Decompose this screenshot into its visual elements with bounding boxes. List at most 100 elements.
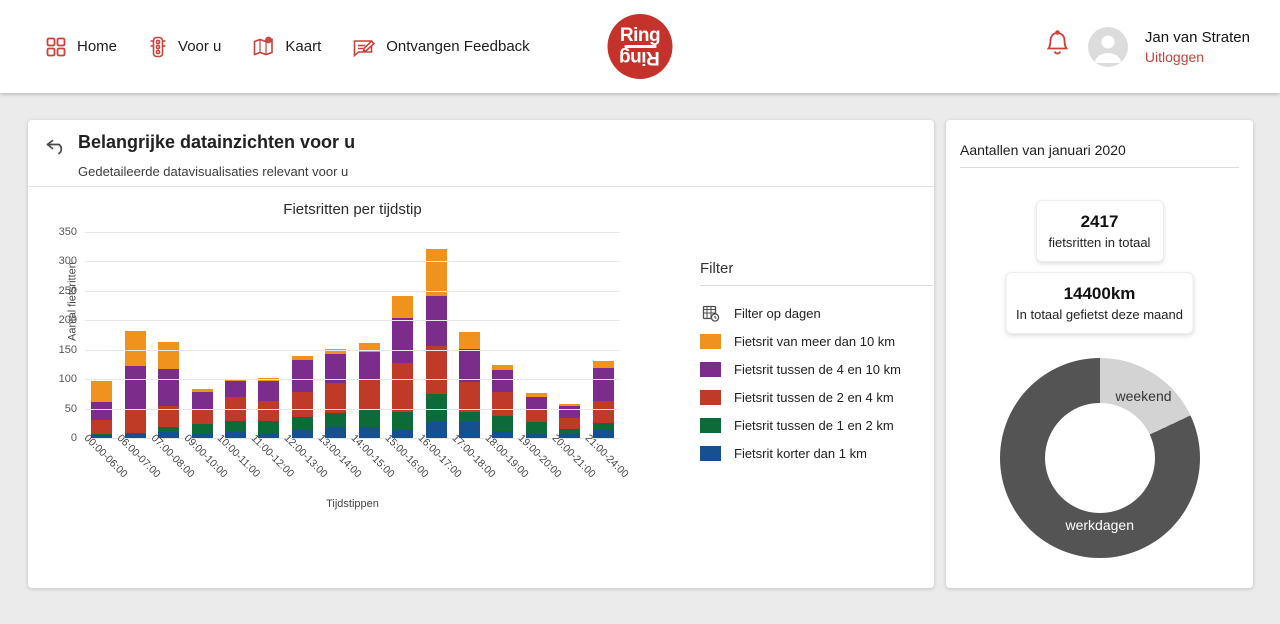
bar-segment[interactable]	[325, 427, 347, 438]
bar-segment[interactable]	[224, 432, 246, 438]
bar-segment[interactable]	[258, 432, 280, 438]
bar-segment[interactable]	[158, 432, 180, 438]
bar-segment[interactable]	[191, 432, 213, 438]
bar-segment[interactable]	[358, 379, 380, 411]
bar-segment[interactable]	[191, 391, 213, 409]
bar-segment[interactable]	[124, 409, 146, 433]
bar-segment[interactable]	[559, 429, 581, 434]
bar-segment[interactable]	[592, 367, 614, 401]
bar-segment[interactable]	[258, 400, 280, 421]
bar-segment[interactable]	[525, 422, 547, 435]
bar-segment[interactable]	[425, 248, 447, 297]
bar-segment[interactable]	[124, 432, 146, 434]
bar-segment[interactable]	[559, 405, 581, 419]
bar-segment[interactable]	[392, 295, 414, 318]
bar-segment[interactable]	[592, 360, 614, 368]
bar-segment[interactable]	[492, 365, 514, 371]
bell-icon[interactable]	[1044, 29, 1071, 64]
bar-segment[interactable]	[358, 351, 380, 380]
bar-segment[interactable]	[492, 416, 514, 431]
bar-segment[interactable]	[492, 430, 514, 438]
bar-segment[interactable]	[325, 383, 347, 413]
bar-segment[interactable]	[91, 433, 113, 436]
bar-segment[interactable]	[91, 435, 113, 438]
bar-segment[interactable]	[592, 423, 614, 430]
bar-segment[interactable]	[559, 433, 581, 438]
bar-segment[interactable]	[325, 354, 347, 384]
y-tick-label: 100	[58, 373, 77, 386]
donut-chart[interactable]: weekend werkdagen	[999, 358, 1200, 558]
bar-segment[interactable]	[592, 429, 614, 438]
legend-item[interactable]: Fietsrit tussen de 4 en 10 km	[700, 355, 933, 383]
gridline	[85, 379, 620, 381]
bar-segment[interactable]	[124, 366, 146, 410]
bar-segment[interactable]	[358, 410, 380, 427]
bar-segment[interactable]	[291, 391, 313, 417]
bar-segment[interactable]	[459, 349, 481, 383]
bar-segment[interactable]	[459, 382, 481, 413]
bar-segment[interactable]	[592, 400, 614, 424]
bar-segment[interactable]	[525, 393, 547, 398]
bar-segment[interactable]	[425, 346, 447, 395]
bar-segment[interactable]	[258, 420, 280, 433]
bar-segment[interactable]	[358, 343, 380, 352]
logout-link[interactable]: Uitloggen	[1144, 48, 1205, 65]
legend-item[interactable]: Fietsrit tussen de 2 en 4 km	[700, 383, 933, 411]
bar-segment[interactable]	[224, 380, 246, 398]
bar-segment[interactable]	[158, 405, 180, 427]
bar-segment[interactable]	[91, 401, 113, 421]
bar-column	[587, 232, 620, 438]
bar-segment[interactable]	[492, 370, 514, 392]
bar-segment[interactable]	[559, 403, 581, 406]
legend-item[interactable]: Fietsrit korter dan 1 km	[700, 439, 933, 467]
bar-segment[interactable]	[291, 416, 313, 430]
avatar[interactable]	[1087, 26, 1128, 67]
legend-item[interactable]: Fietsrit tussen de 1 en 2 km	[700, 411, 933, 439]
bar-segment[interactable]	[224, 420, 246, 433]
bar-segment[interactable]	[459, 412, 481, 422]
legend-item[interactable]: Fietsrit van meer dan 10 km	[700, 327, 933, 355]
bar-segment[interactable]	[191, 424, 213, 433]
bar-segment[interactable]	[291, 356, 313, 360]
bar-segment[interactable]	[525, 410, 547, 423]
nav-item-kaart[interactable]: Kaart	[251, 35, 321, 59]
bar-segment[interactable]	[425, 421, 447, 438]
bar-segment[interactable]	[191, 408, 213, 425]
bar-segment[interactable]	[392, 411, 414, 431]
bar-segment[interactable]	[425, 394, 447, 422]
nav-item-home[interactable]: Home	[44, 35, 117, 59]
bar-segment[interactable]	[291, 359, 313, 392]
bar-segment[interactable]	[258, 380, 280, 401]
gridline	[85, 408, 620, 410]
bar-segment[interactable]	[158, 426, 180, 433]
bar-segment[interactable]	[559, 418, 581, 430]
filter-op-dagen-button[interactable]: Filter op dagen	[700, 299, 933, 327]
back-arrow-icon[interactable]	[44, 136, 68, 158]
bar-segment[interactable]	[525, 434, 547, 438]
bar-segment[interactable]	[358, 426, 380, 438]
bar-segment[interactable]	[124, 330, 146, 367]
bar-stack	[592, 360, 614, 438]
bar-segment[interactable]	[392, 363, 414, 412]
bar-segment[interactable]	[325, 348, 347, 355]
bar-segment[interactable]	[525, 397, 547, 411]
stat-card-total-km: 14400km In totaal gefietst deze maand	[1005, 272, 1194, 334]
bar-segment[interactable]	[291, 429, 313, 438]
bar-segment[interactable]	[492, 391, 514, 417]
bar-segment[interactable]	[459, 421, 481, 438]
bar-segment[interactable]	[392, 430, 414, 438]
bar-segment[interactable]	[459, 332, 481, 350]
ringring-logo[interactable]: Ring Ring	[607, 14, 673, 79]
bar-segment[interactable]	[91, 420, 113, 434]
bar-segment[interactable]	[191, 388, 213, 392]
bar-segment[interactable]	[158, 341, 180, 370]
bar-segment[interactable]	[91, 380, 113, 402]
nav-item-voor-u[interactable]: Voor u	[147, 35, 221, 59]
bar-segment[interactable]	[158, 369, 180, 406]
y-tick-label: 50	[64, 402, 77, 415]
bar-segment[interactable]	[392, 317, 414, 364]
bar-segment[interactable]	[325, 412, 347, 428]
nav-label: Home	[77, 38, 118, 55]
bar-segment[interactable]	[124, 433, 146, 438]
nav-item-feedback[interactable]: Ontvangen Feedback	[351, 35, 530, 59]
